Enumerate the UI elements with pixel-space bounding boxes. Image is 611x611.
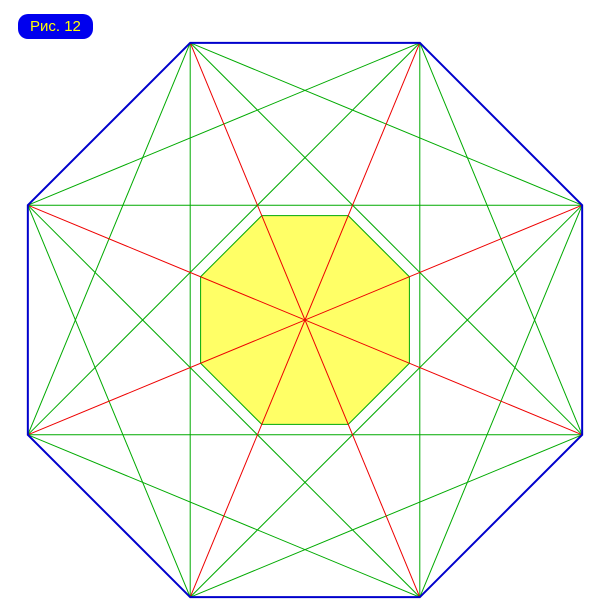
figure-label: Рис. 12	[18, 14, 93, 39]
figure-label-text: Рис. 12	[30, 18, 81, 35]
octagon-diagram	[0, 0, 611, 611]
